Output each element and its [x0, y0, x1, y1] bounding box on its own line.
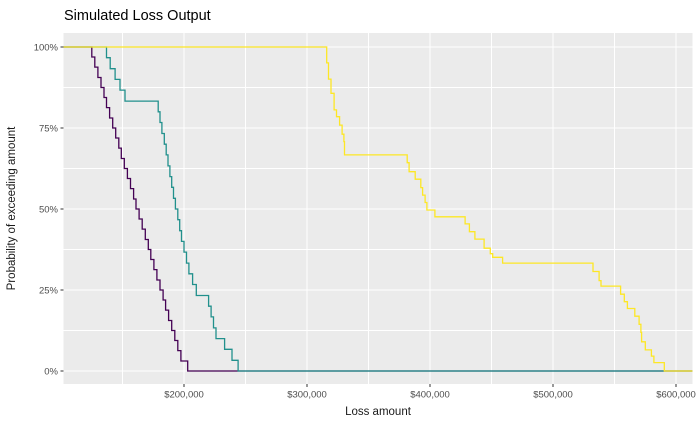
simulation-3-yellow-line: [63, 46, 693, 372]
x-tick-label: $500,000: [533, 390, 573, 401]
x-tick-label: $400,000: [410, 390, 450, 401]
x-tick-label: $600,000: [656, 390, 696, 401]
y-axis-title: Probability of exceeding amount: [6, 126, 18, 290]
axis-tick-marks: [60, 46, 677, 387]
y-tick-label: 50%: [39, 205, 59, 216]
y-tick-label: 75%: [39, 124, 59, 135]
series-step-lines: [63, 46, 693, 372]
y-tick-label: 0%: [44, 367, 58, 378]
x-axis-tick-labels: $200,000 $300,000 $400,000 $500,000 $600,000: [164, 390, 696, 401]
x-axis-title: Loss amount: [345, 406, 412, 418]
x-tick-label: $300,000: [287, 390, 327, 401]
simulation-1-purple-line: [63, 46, 693, 372]
y-tick-label: 100%: [34, 43, 59, 54]
x-tick-label: $200,000: [164, 390, 204, 401]
y-tick-label: 25%: [39, 286, 59, 297]
chart-title: Simulated Loss Output: [64, 8, 211, 24]
simulation-2-teal-line: [63, 46, 693, 372]
y-axis-tick-labels: 0% 25% 50% 75% 100%: [34, 43, 59, 378]
